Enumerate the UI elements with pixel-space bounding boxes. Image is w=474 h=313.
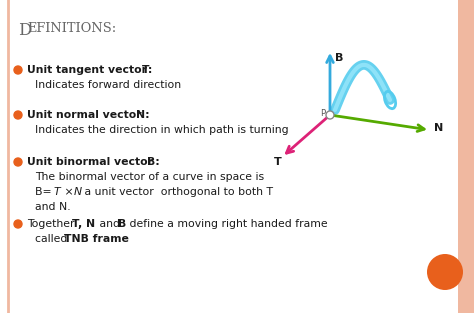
Circle shape bbox=[427, 254, 463, 290]
Text: B:: B: bbox=[147, 157, 160, 167]
Circle shape bbox=[14, 220, 22, 228]
Text: and N.: and N. bbox=[35, 202, 71, 212]
Text: EFINITIONS:: EFINITIONS: bbox=[27, 22, 116, 35]
Text: Unit tangent vector: Unit tangent vector bbox=[27, 65, 151, 75]
Text: N: N bbox=[434, 123, 443, 133]
Circle shape bbox=[326, 111, 334, 119]
Text: Indicates the direction in which path is turning: Indicates the direction in which path is… bbox=[35, 125, 289, 135]
Text: B: B bbox=[335, 53, 343, 63]
Text: T, N: T, N bbox=[72, 219, 95, 229]
FancyBboxPatch shape bbox=[458, 0, 474, 313]
Text: N:: N: bbox=[136, 110, 150, 120]
Text: D: D bbox=[18, 22, 31, 39]
Text: N: N bbox=[74, 187, 82, 197]
Text: Unit normal vector: Unit normal vector bbox=[27, 110, 146, 120]
Text: Indicates forward direction: Indicates forward direction bbox=[35, 80, 181, 90]
Text: T:: T: bbox=[142, 65, 154, 75]
Circle shape bbox=[14, 111, 22, 119]
Text: called: called bbox=[35, 234, 71, 244]
Text: B=: B= bbox=[35, 187, 55, 197]
Text: The binormal vector of a curve in space is: The binormal vector of a curve in space … bbox=[35, 172, 264, 182]
Text: and: and bbox=[96, 219, 124, 229]
Text: T: T bbox=[54, 187, 61, 197]
Circle shape bbox=[14, 158, 22, 166]
Text: T: T bbox=[274, 157, 282, 167]
Text: B: B bbox=[118, 219, 126, 229]
Text: ×: × bbox=[61, 187, 77, 197]
Circle shape bbox=[14, 66, 22, 74]
Text: define a moving right handed frame: define a moving right handed frame bbox=[126, 219, 328, 229]
Text: P: P bbox=[320, 109, 325, 117]
Text: Together: Together bbox=[27, 219, 78, 229]
Text: Unit binormal vector: Unit binormal vector bbox=[27, 157, 157, 167]
Text: a unit vector  orthogonal to both T: a unit vector orthogonal to both T bbox=[81, 187, 273, 197]
Text: TNB frame: TNB frame bbox=[64, 234, 129, 244]
Text: .: . bbox=[118, 234, 121, 244]
